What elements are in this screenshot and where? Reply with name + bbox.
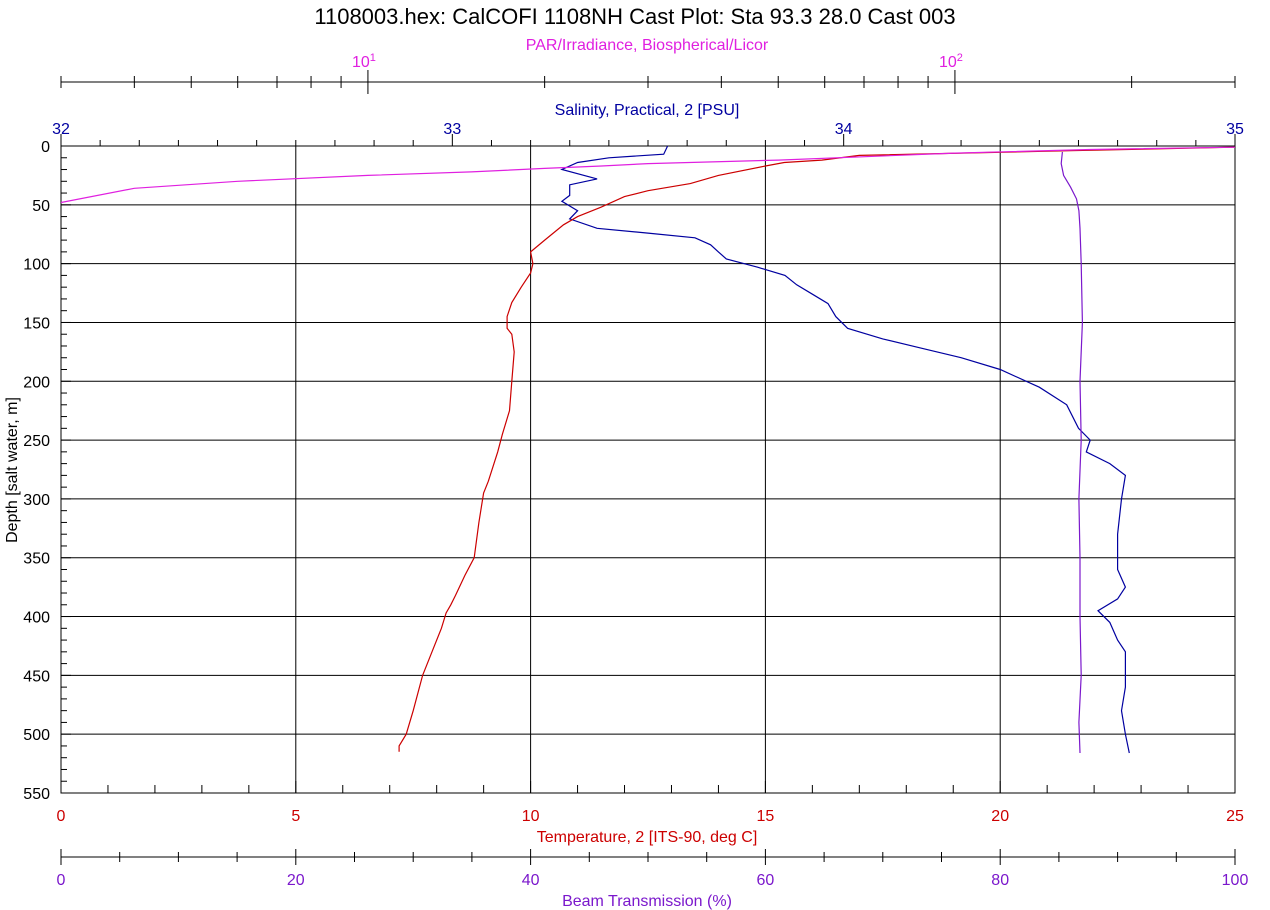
depth-tick-label: 100 — [23, 257, 50, 274]
beam-tick-label: 40 — [522, 872, 540, 889]
beam-tick-label: 20 — [287, 872, 305, 889]
par-tick-label: 102 — [939, 52, 963, 71]
grid — [60, 145, 1236, 794]
chart-title: 1108003.hex: CalCOFI 1108NH Cast Plot: S… — [314, 4, 955, 29]
par-series-line — [60, 146, 1236, 204]
beam-tick-label: 60 — [757, 872, 775, 889]
par-axis-ticks: 101 102 — [60, 52, 1236, 94]
depth-axis-ticks: 0 50 100 150 200 250 300 350 400 450 500 550 — [23, 139, 71, 803]
salinity-axis-label: Salinity, Practical, 2 [PSU] — [555, 102, 740, 119]
salinity-axis-ticks: 32 33 34 35 — [52, 121, 1244, 146]
series-layer — [60, 145, 1236, 754]
plot-frame — [60, 145, 1236, 794]
temperature-tick-label: 15 — [757, 808, 775, 825]
temperature-tick-label: 5 — [291, 808, 300, 825]
beam-tick-label: 80 — [991, 872, 1009, 889]
depth-tick-label: 200 — [23, 374, 50, 391]
beam-tick-label: 0 — [57, 872, 66, 889]
beam-tick-label: 100 — [1222, 872, 1249, 889]
par-tick-label: 101 — [352, 52, 376, 71]
depth-axis-label: Depth [salt water, m] — [4, 397, 21, 543]
depth-tick-label: 150 — [23, 315, 50, 332]
depth-tick-label: 350 — [23, 551, 50, 568]
temperature-axis-label: Temperature, 2 [ITS-90, deg C] — [537, 829, 758, 846]
depth-tick-label: 450 — [23, 668, 50, 685]
salinity-tick-label: 33 — [443, 121, 461, 138]
depth-tick-label: 550 — [23, 786, 50, 803]
temperature-tick-label: 25 — [1226, 808, 1244, 825]
salinity-tick-label: 34 — [835, 121, 853, 138]
beam-series-line — [1060, 151, 1084, 754]
temperature-axis-ticks: 0 5 10 15 20 25 — [57, 781, 1244, 825]
depth-tick-label: 250 — [23, 433, 50, 450]
salinity-series-line — [560, 145, 1130, 754]
depth-tick-label: 50 — [32, 198, 50, 215]
beam-axis-label: Beam Transmission (%) — [562, 893, 732, 910]
temperature-series-line — [398, 146, 1236, 752]
beam-axis-ticks: 0 20 40 60 80 100 — [57, 849, 1249, 889]
par-axis-label: PAR/Irradiance, Biospherical/Licor — [526, 37, 769, 54]
depth-tick-label: 500 — [23, 727, 50, 744]
temperature-tick-label: 20 — [991, 808, 1009, 825]
depth-tick-label: 400 — [23, 610, 50, 627]
temperature-tick-label: 10 — [522, 808, 540, 825]
salinity-tick-label: 35 — [1226, 121, 1244, 138]
depth-tick-label: 300 — [23, 492, 50, 509]
depth-tick-label: 0 — [41, 139, 50, 156]
temperature-tick-label: 0 — [57, 808, 66, 825]
salinity-tick-label: 32 — [52, 121, 70, 138]
